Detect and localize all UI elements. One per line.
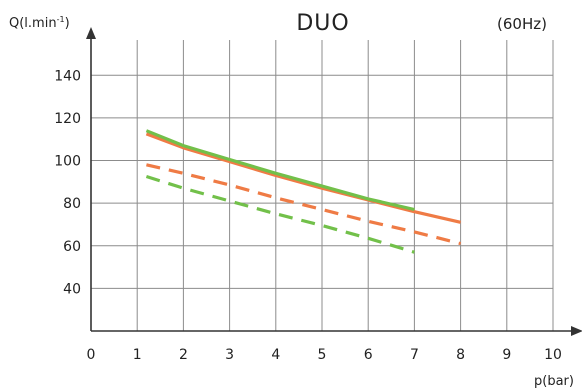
y-axis-label: Q(l.min-1)	[9, 15, 70, 31]
series-line-4	[145, 174, 415, 254]
series-line-1	[145, 132, 461, 224]
y-tick-label: 80	[63, 196, 81, 212]
y-axis-arrow-icon	[86, 27, 96, 39]
y-tick-label: 100	[54, 154, 81, 170]
x-tick-label: 6	[364, 347, 373, 363]
axes	[86, 27, 582, 336]
x-tick-label: 10	[544, 347, 562, 363]
x-axis-label: p(bar)	[534, 374, 574, 388]
y-axis-label-close: )	[65, 16, 70, 31]
y-axis-label-main: Q(l.min	[9, 16, 57, 31]
x-tick-label: 4	[271, 347, 280, 363]
y-axis-label-exponent: -1	[57, 15, 65, 24]
y-tick-labels: 40 60 80 100 120 140	[54, 68, 81, 297]
x-tick-label: 8	[456, 347, 465, 363]
x-tick-label: 5	[318, 347, 327, 363]
x-tick-label: 2	[179, 347, 188, 363]
chart-subtitle: (60Hz)	[497, 15, 547, 33]
y-tick-label: 40	[63, 281, 81, 297]
series-line-3	[145, 129, 415, 212]
x-tick-label: 7	[410, 347, 419, 363]
y-tick-label: 120	[54, 111, 81, 127]
x-tick-label: 1	[133, 347, 142, 363]
series-lines	[145, 129, 461, 254]
x-axis-arrow-icon	[571, 326, 582, 336]
x-tick-label: 3	[225, 347, 234, 363]
y-tick-label: 140	[54, 68, 81, 84]
x-tick-label: 9	[502, 347, 511, 363]
series-line-2	[146, 163, 461, 246]
chart-title: DUO	[296, 11, 349, 36]
x-tick-label: 0	[87, 347, 96, 363]
y-tick-label: 60	[63, 239, 81, 255]
x-tick-labels: 0 1 2 3 4 5 6 7 8 9 10	[87, 347, 562, 363]
